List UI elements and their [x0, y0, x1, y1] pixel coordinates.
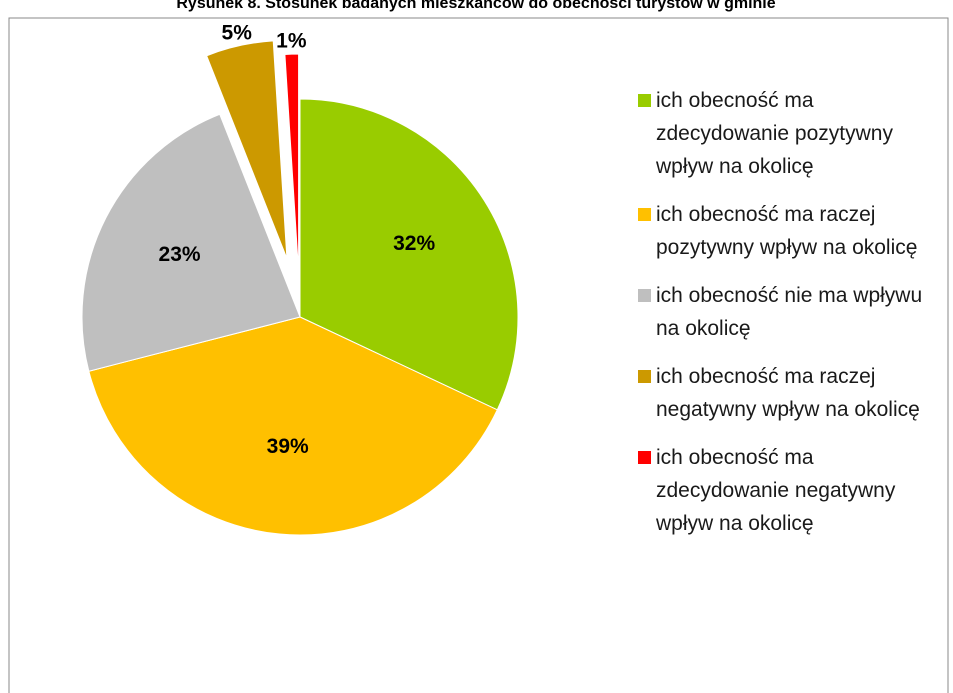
legend-item: ich obecność ma zdecydowanie negatywny w… [634, 441, 934, 540]
legend-item: ich obecność ma zdecydowanie pozytywny w… [634, 84, 934, 183]
pie-slice [88, 316, 498, 536]
data-label: 39% [267, 435, 309, 458]
legend-item: ich obecność nie ma wpływu na okolicę [634, 279, 934, 345]
legend-item: ich obecność ma raczej pozytywny wpływ n… [634, 198, 934, 264]
legend-swatch [638, 94, 651, 107]
pie-slice [284, 53, 300, 273]
legend-swatch [638, 208, 651, 221]
legend-item: ich obecność ma raczej negatywny wpływ n… [634, 360, 934, 426]
legend-label: ich obecność ma zdecydowanie pozytywny w… [656, 89, 893, 178]
frame [8, 17, 949, 693]
data-label: 32% [393, 232, 435, 255]
legend-label: ich obecność ma zdecydowanie negatywny w… [656, 446, 896, 535]
legend-swatch [638, 451, 651, 464]
data-label: 1% [276, 30, 307, 53]
legend-label: ich obecność ma raczej negatywny wpływ n… [656, 365, 920, 421]
pie-slice [81, 113, 301, 372]
legend-swatch [638, 370, 651, 383]
pie-slice [299, 98, 519, 411]
legend-swatch [638, 289, 651, 302]
legend-label: ich obecność ma raczej pozytywny wpływ n… [656, 203, 918, 259]
data-label: 23% [159, 243, 201, 266]
pie-slice [206, 40, 288, 259]
chart-title: Rysunek 8. Stosunek badanych mieszkańców… [176, 0, 775, 12]
legend: ich obecność ma zdecydowanie pozytywny w… [634, 84, 934, 555]
data-label: 5% [222, 22, 253, 45]
legend-label: ich obecność nie ma wpływu na okolicę [656, 284, 923, 340]
